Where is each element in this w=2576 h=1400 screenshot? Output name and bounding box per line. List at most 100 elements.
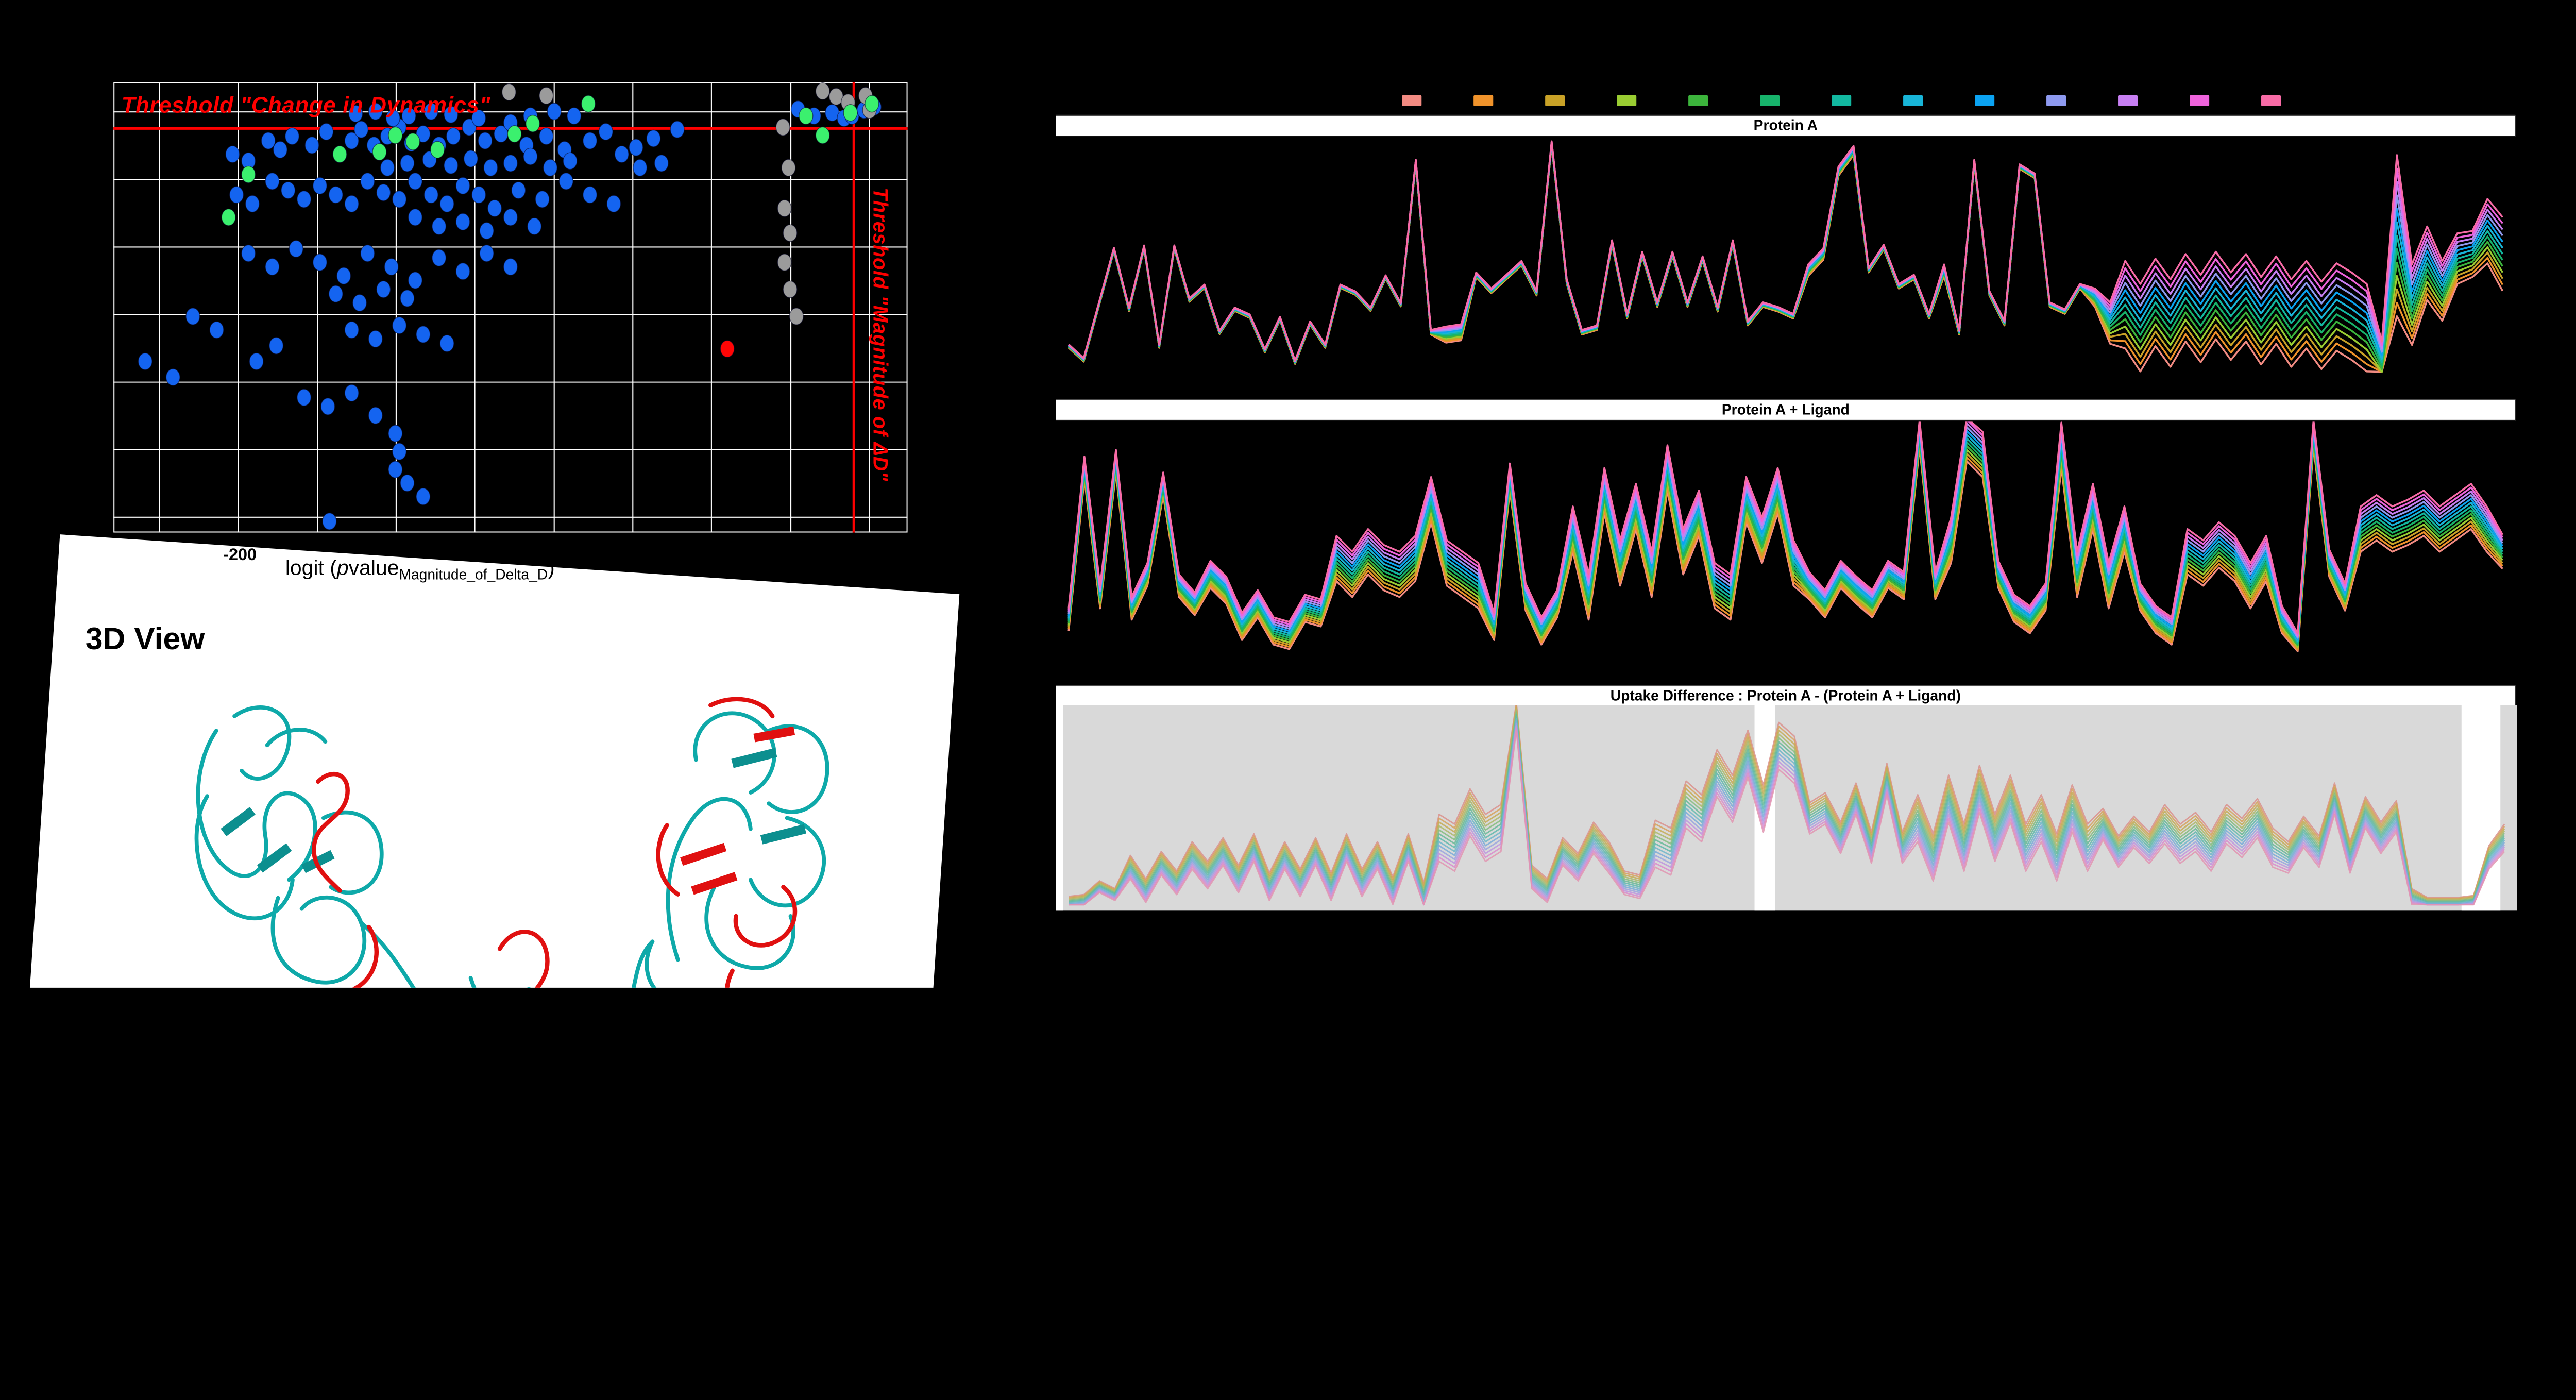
volcano-point-blue[interactable] bbox=[408, 208, 423, 226]
volcano-point-blue[interactable] bbox=[185, 308, 200, 325]
volcano-point-green[interactable] bbox=[581, 95, 596, 113]
volcano-point-blue[interactable] bbox=[296, 190, 312, 208]
volcano-point-blue[interactable] bbox=[273, 141, 287, 159]
volcano-canvas[interactable] bbox=[113, 82, 908, 533]
volcano-point-blue[interactable] bbox=[320, 397, 335, 415]
volcano-point-blue[interactable] bbox=[352, 294, 367, 312]
volcano-point-blue[interactable] bbox=[209, 321, 224, 339]
volcano-point-blue[interactable] bbox=[289, 240, 303, 258]
volcano-point-blue[interactable] bbox=[503, 258, 518, 276]
volcano-point-blue[interactable] bbox=[392, 190, 407, 208]
volcano-point-blue[interactable] bbox=[471, 109, 486, 127]
volcano-point-green[interactable] bbox=[865, 95, 879, 113]
volcano-point-blue[interactable] bbox=[281, 181, 296, 199]
volcano-point-blue[interactable] bbox=[400, 154, 415, 172]
volcano-point-blue[interactable] bbox=[633, 159, 648, 177]
volcano-point-blue[interactable] bbox=[368, 407, 383, 425]
volcano-point-blue[interactable] bbox=[344, 195, 359, 213]
volcano-point-blue[interactable] bbox=[432, 217, 447, 235]
volcano-point-blue[interactable] bbox=[392, 443, 407, 461]
volcano-point-blue[interactable] bbox=[376, 280, 391, 298]
volcano-point-blue[interactable] bbox=[400, 474, 415, 492]
volcano-point-green[interactable] bbox=[815, 126, 830, 144]
volcano-point-blue[interactable] bbox=[376, 183, 391, 201]
volcano-point-blue[interactable] bbox=[229, 186, 244, 204]
volcano-point-gray[interactable] bbox=[777, 199, 792, 217]
volcano-point-blue[interactable] bbox=[478, 132, 493, 150]
volcano-plot[interactable]: Threshold "Change in Dynamics" Threshold… bbox=[113, 82, 908, 533]
volcano-point-green[interactable] bbox=[525, 114, 540, 132]
volcano-point-green[interactable] bbox=[799, 107, 814, 125]
volcano-point-blue[interactable] bbox=[392, 316, 407, 334]
chart-protein-a[interactable] bbox=[1056, 138, 2516, 380]
volcano-point-blue[interactable] bbox=[479, 222, 494, 240]
volcano-point-blue[interactable] bbox=[582, 186, 598, 204]
volcano-point-blue[interactable] bbox=[479, 244, 494, 262]
volcano-point-blue[interactable] bbox=[284, 127, 300, 145]
chart-uptake-difference[interactable] bbox=[1056, 705, 2517, 911]
volcano-point-blue[interactable] bbox=[527, 217, 542, 235]
legend-swatch-4[interactable] bbox=[1617, 95, 1637, 107]
legend-swatch-12[interactable] bbox=[2190, 95, 2210, 107]
volcano-point-blue[interactable] bbox=[344, 321, 359, 339]
volcano-point-blue[interactable] bbox=[423, 103, 438, 121]
volcano-point-blue[interactable] bbox=[312, 177, 328, 195]
volcano-point-blue[interactable] bbox=[432, 249, 447, 267]
volcano-point-blue[interactable] bbox=[463, 150, 478, 167]
volcano-point-green[interactable] bbox=[430, 141, 445, 159]
volcano-point-blue[interactable] bbox=[344, 132, 359, 150]
legend-swatch-3[interactable] bbox=[1545, 95, 1565, 107]
volcano-point-blue[interactable] bbox=[523, 147, 538, 165]
volcano-point-blue[interactable] bbox=[446, 127, 461, 145]
volcano-point-blue[interactable] bbox=[535, 190, 550, 208]
volcano-point-blue[interactable] bbox=[543, 159, 558, 177]
volcano-point-blue[interactable] bbox=[558, 172, 573, 190]
volcano-point-blue[interactable] bbox=[385, 109, 400, 127]
volcano-point-blue[interactable] bbox=[503, 208, 518, 226]
volcano-point-blue[interactable] bbox=[654, 154, 669, 172]
volcano-point-blue[interactable] bbox=[312, 254, 328, 272]
volcano-point-blue[interactable] bbox=[225, 145, 240, 163]
volcano-point-blue[interactable] bbox=[511, 181, 526, 199]
volcano-point-blue[interactable] bbox=[388, 425, 403, 443]
legend-swatch-13[interactable] bbox=[2261, 95, 2281, 107]
volcano-point-blue[interactable] bbox=[503, 154, 518, 172]
volcano-point-blue[interactable] bbox=[582, 132, 598, 150]
volcano-point-blue[interactable] bbox=[319, 123, 334, 141]
volcano-point-blue[interactable] bbox=[241, 244, 256, 262]
volcano-point-blue[interactable] bbox=[265, 172, 280, 190]
volcano-point-blue[interactable] bbox=[598, 123, 613, 141]
legend-swatch-7[interactable] bbox=[1832, 95, 1852, 107]
volcano-point-gray[interactable] bbox=[783, 280, 798, 298]
chart-protein-a-ligand[interactable] bbox=[1056, 417, 2516, 660]
volcano-point-blue[interactable] bbox=[384, 258, 399, 276]
legend-swatch-11[interactable] bbox=[2118, 95, 2138, 107]
volcano-point-blue[interactable] bbox=[455, 213, 470, 231]
volcano-point-blue[interactable] bbox=[296, 389, 312, 407]
volcano-point-gray[interactable] bbox=[777, 254, 792, 272]
volcano-point-blue[interactable] bbox=[462, 118, 477, 136]
volcano-point-blue[interactable] bbox=[368, 330, 383, 348]
volcano-point-blue[interactable] bbox=[328, 285, 343, 303]
volcano-point-blue[interactable] bbox=[563, 152, 578, 170]
volcano-point-green[interactable] bbox=[221, 208, 236, 226]
volcano-point-blue[interactable] bbox=[368, 103, 383, 121]
volcano-point-blue[interactable] bbox=[408, 272, 423, 289]
volcano-point-blue[interactable] bbox=[360, 172, 375, 190]
volcano-point-blue[interactable] bbox=[547, 103, 562, 121]
legend-swatch-8[interactable] bbox=[1903, 95, 1923, 107]
volcano-point-blue[interactable] bbox=[614, 145, 629, 163]
legend-swatch-10[interactable] bbox=[2046, 95, 2066, 107]
volcano-point-blue[interactable] bbox=[245, 195, 260, 213]
volcano-point-gray[interactable] bbox=[783, 224, 798, 242]
volcano-point-green[interactable] bbox=[507, 125, 522, 143]
volcano-point-blue[interactable] bbox=[353, 121, 369, 139]
3d-view-panel[interactable]: -200 -100 logit (pvalueMagnitude_of_Delt… bbox=[21, 534, 960, 988]
volcano-point-blue[interactable] bbox=[401, 107, 416, 125]
volcano-point-blue[interactable] bbox=[249, 352, 264, 370]
volcano-point-blue[interactable] bbox=[455, 177, 470, 195]
volcano-point-blue[interactable] bbox=[423, 186, 438, 204]
volcano-point-blue[interactable] bbox=[261, 132, 276, 150]
volcano-point-blue[interactable] bbox=[539, 127, 554, 145]
volcano-point-green[interactable] bbox=[241, 165, 256, 183]
